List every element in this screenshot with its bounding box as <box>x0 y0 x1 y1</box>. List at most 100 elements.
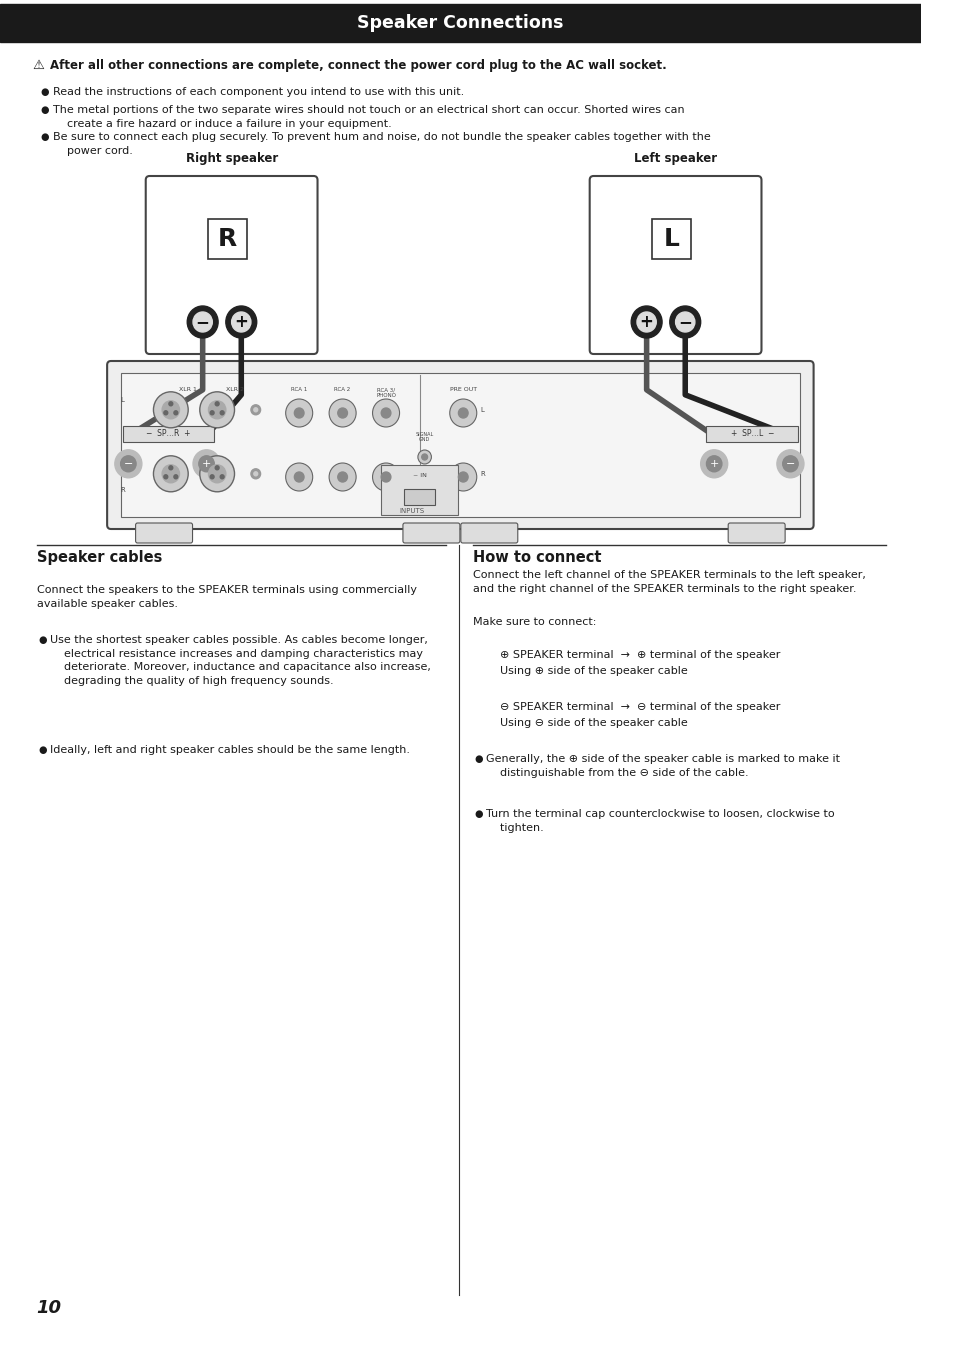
Bar <box>706 425 798 441</box>
Circle shape <box>209 401 226 418</box>
Circle shape <box>215 466 219 470</box>
Text: ●: ● <box>475 809 483 819</box>
Circle shape <box>329 400 355 427</box>
FancyBboxPatch shape <box>460 522 517 543</box>
Circle shape <box>153 456 188 491</box>
Text: Left speaker: Left speaker <box>634 153 717 165</box>
Text: L: L <box>480 406 484 413</box>
Circle shape <box>637 312 656 332</box>
Bar <box>122 425 214 441</box>
Text: RCA 1: RCA 1 <box>291 387 307 392</box>
Circle shape <box>781 456 798 471</box>
Text: L: L <box>120 397 125 404</box>
Text: −  SP…R  +: − SP…R + <box>146 429 191 439</box>
Text: R: R <box>218 227 237 251</box>
FancyBboxPatch shape <box>402 522 459 543</box>
Text: R: R <box>120 487 125 493</box>
Text: Using ⊖ side of the speaker cable: Using ⊖ side of the speaker cable <box>499 718 687 728</box>
Text: Be sure to connect each plug securely. To prevent hum and noise, do not bundle t: Be sure to connect each plug securely. T… <box>53 132 710 155</box>
Circle shape <box>458 408 468 418</box>
Circle shape <box>372 400 399 427</box>
Circle shape <box>669 306 700 338</box>
Circle shape <box>220 475 224 479</box>
Circle shape <box>458 472 468 482</box>
Circle shape <box>776 450 803 478</box>
Circle shape <box>253 408 257 412</box>
Circle shape <box>169 402 172 406</box>
Circle shape <box>215 402 219 406</box>
Circle shape <box>337 472 347 482</box>
Circle shape <box>153 392 188 428</box>
Circle shape <box>337 408 347 418</box>
Bar <box>0 4 920 42</box>
Text: INPUTS: INPUTS <box>399 508 424 514</box>
Text: PRE OUT: PRE OUT <box>449 387 476 392</box>
Circle shape <box>285 463 313 491</box>
Text: After all other connections are complete, connect the power cord plug to the AC : After all other connections are complete… <box>51 58 666 72</box>
Circle shape <box>199 392 234 428</box>
Text: ⚠: ⚠ <box>32 58 45 72</box>
Circle shape <box>220 410 224 414</box>
Circle shape <box>381 408 391 418</box>
Circle shape <box>449 463 476 491</box>
Circle shape <box>700 450 727 478</box>
Text: L: L <box>663 227 679 251</box>
Text: Use the shortest speaker cables possible. As cables become longer,
    electrica: Use the shortest speaker cables possible… <box>51 634 431 686</box>
Circle shape <box>193 450 220 478</box>
Text: −: − <box>785 459 794 468</box>
FancyBboxPatch shape <box>589 176 760 354</box>
Text: ●: ● <box>40 105 49 115</box>
Circle shape <box>329 463 355 491</box>
Circle shape <box>226 306 256 338</box>
Text: −: − <box>678 313 692 331</box>
Text: +  SP…L  −: + SP…L − <box>730 429 773 439</box>
Circle shape <box>381 472 391 482</box>
Circle shape <box>198 456 214 471</box>
Text: Using ⊕ side of the speaker cable: Using ⊕ side of the speaker cable <box>499 666 687 676</box>
Text: 10: 10 <box>36 1299 62 1318</box>
Text: Speaker cables: Speaker cables <box>36 549 162 566</box>
Text: SIGNAL
GND: SIGNAL GND <box>416 432 434 443</box>
Circle shape <box>162 401 179 418</box>
Circle shape <box>162 464 179 483</box>
Circle shape <box>294 408 304 418</box>
Circle shape <box>209 464 226 483</box>
Text: RCA 3/
PHONO: RCA 3/ PHONO <box>375 387 395 398</box>
Text: XLR 2: XLR 2 <box>225 387 243 392</box>
Text: +: + <box>202 459 211 468</box>
Text: ●: ● <box>475 755 483 764</box>
Bar <box>404 489 435 505</box>
FancyBboxPatch shape <box>727 522 784 543</box>
Text: ●: ● <box>40 132 49 142</box>
Circle shape <box>114 450 142 478</box>
Text: +: + <box>234 313 248 331</box>
FancyBboxPatch shape <box>209 219 247 258</box>
Text: Speaker Connections: Speaker Connections <box>356 14 563 32</box>
Circle shape <box>120 456 136 471</box>
Text: Ideally, left and right speaker cables should be the same length.: Ideally, left and right speaker cables s… <box>51 745 410 755</box>
Text: R: R <box>480 471 485 477</box>
Text: ⊕ SPEAKER terminal  →  ⊕ terminal of the speaker: ⊕ SPEAKER terminal → ⊕ terminal of the s… <box>499 649 780 660</box>
Circle shape <box>675 312 694 332</box>
FancyBboxPatch shape <box>652 219 690 258</box>
Circle shape <box>251 405 260 414</box>
Circle shape <box>232 312 251 332</box>
Text: ●: ● <box>38 745 47 755</box>
Text: +: + <box>639 313 653 331</box>
Text: Turn the terminal cap counterclockwise to loosen, clockwise to
    tighten.: Turn the terminal cap counterclockwise t… <box>486 809 834 833</box>
Circle shape <box>199 456 234 491</box>
Text: Read the instructions of each component you intend to use with this unit.: Read the instructions of each component … <box>53 86 464 97</box>
Text: −: − <box>195 313 210 331</box>
Circle shape <box>251 468 260 479</box>
Text: ~ IN: ~ IN <box>413 472 426 478</box>
Circle shape <box>449 400 476 427</box>
Circle shape <box>187 306 218 338</box>
Text: XLR 1: XLR 1 <box>179 387 197 392</box>
Text: ⊖ SPEAKER terminal  →  ⊖ terminal of the speaker: ⊖ SPEAKER terminal → ⊖ terminal of the s… <box>499 702 780 711</box>
FancyBboxPatch shape <box>146 176 317 354</box>
Circle shape <box>421 454 427 460</box>
Text: Generally, the ⊕ side of the speaker cable is marked to make it
    distinguisha: Generally, the ⊕ side of the speaker cab… <box>486 755 840 778</box>
Text: Make sure to connect:: Make sure to connect: <box>473 617 596 626</box>
FancyBboxPatch shape <box>135 522 193 543</box>
Circle shape <box>706 456 721 471</box>
